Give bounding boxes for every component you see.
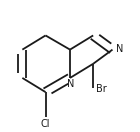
Text: Cl: Cl (41, 119, 50, 129)
Text: N: N (67, 79, 74, 89)
Text: Br: Br (96, 84, 107, 94)
Text: N: N (116, 44, 123, 54)
